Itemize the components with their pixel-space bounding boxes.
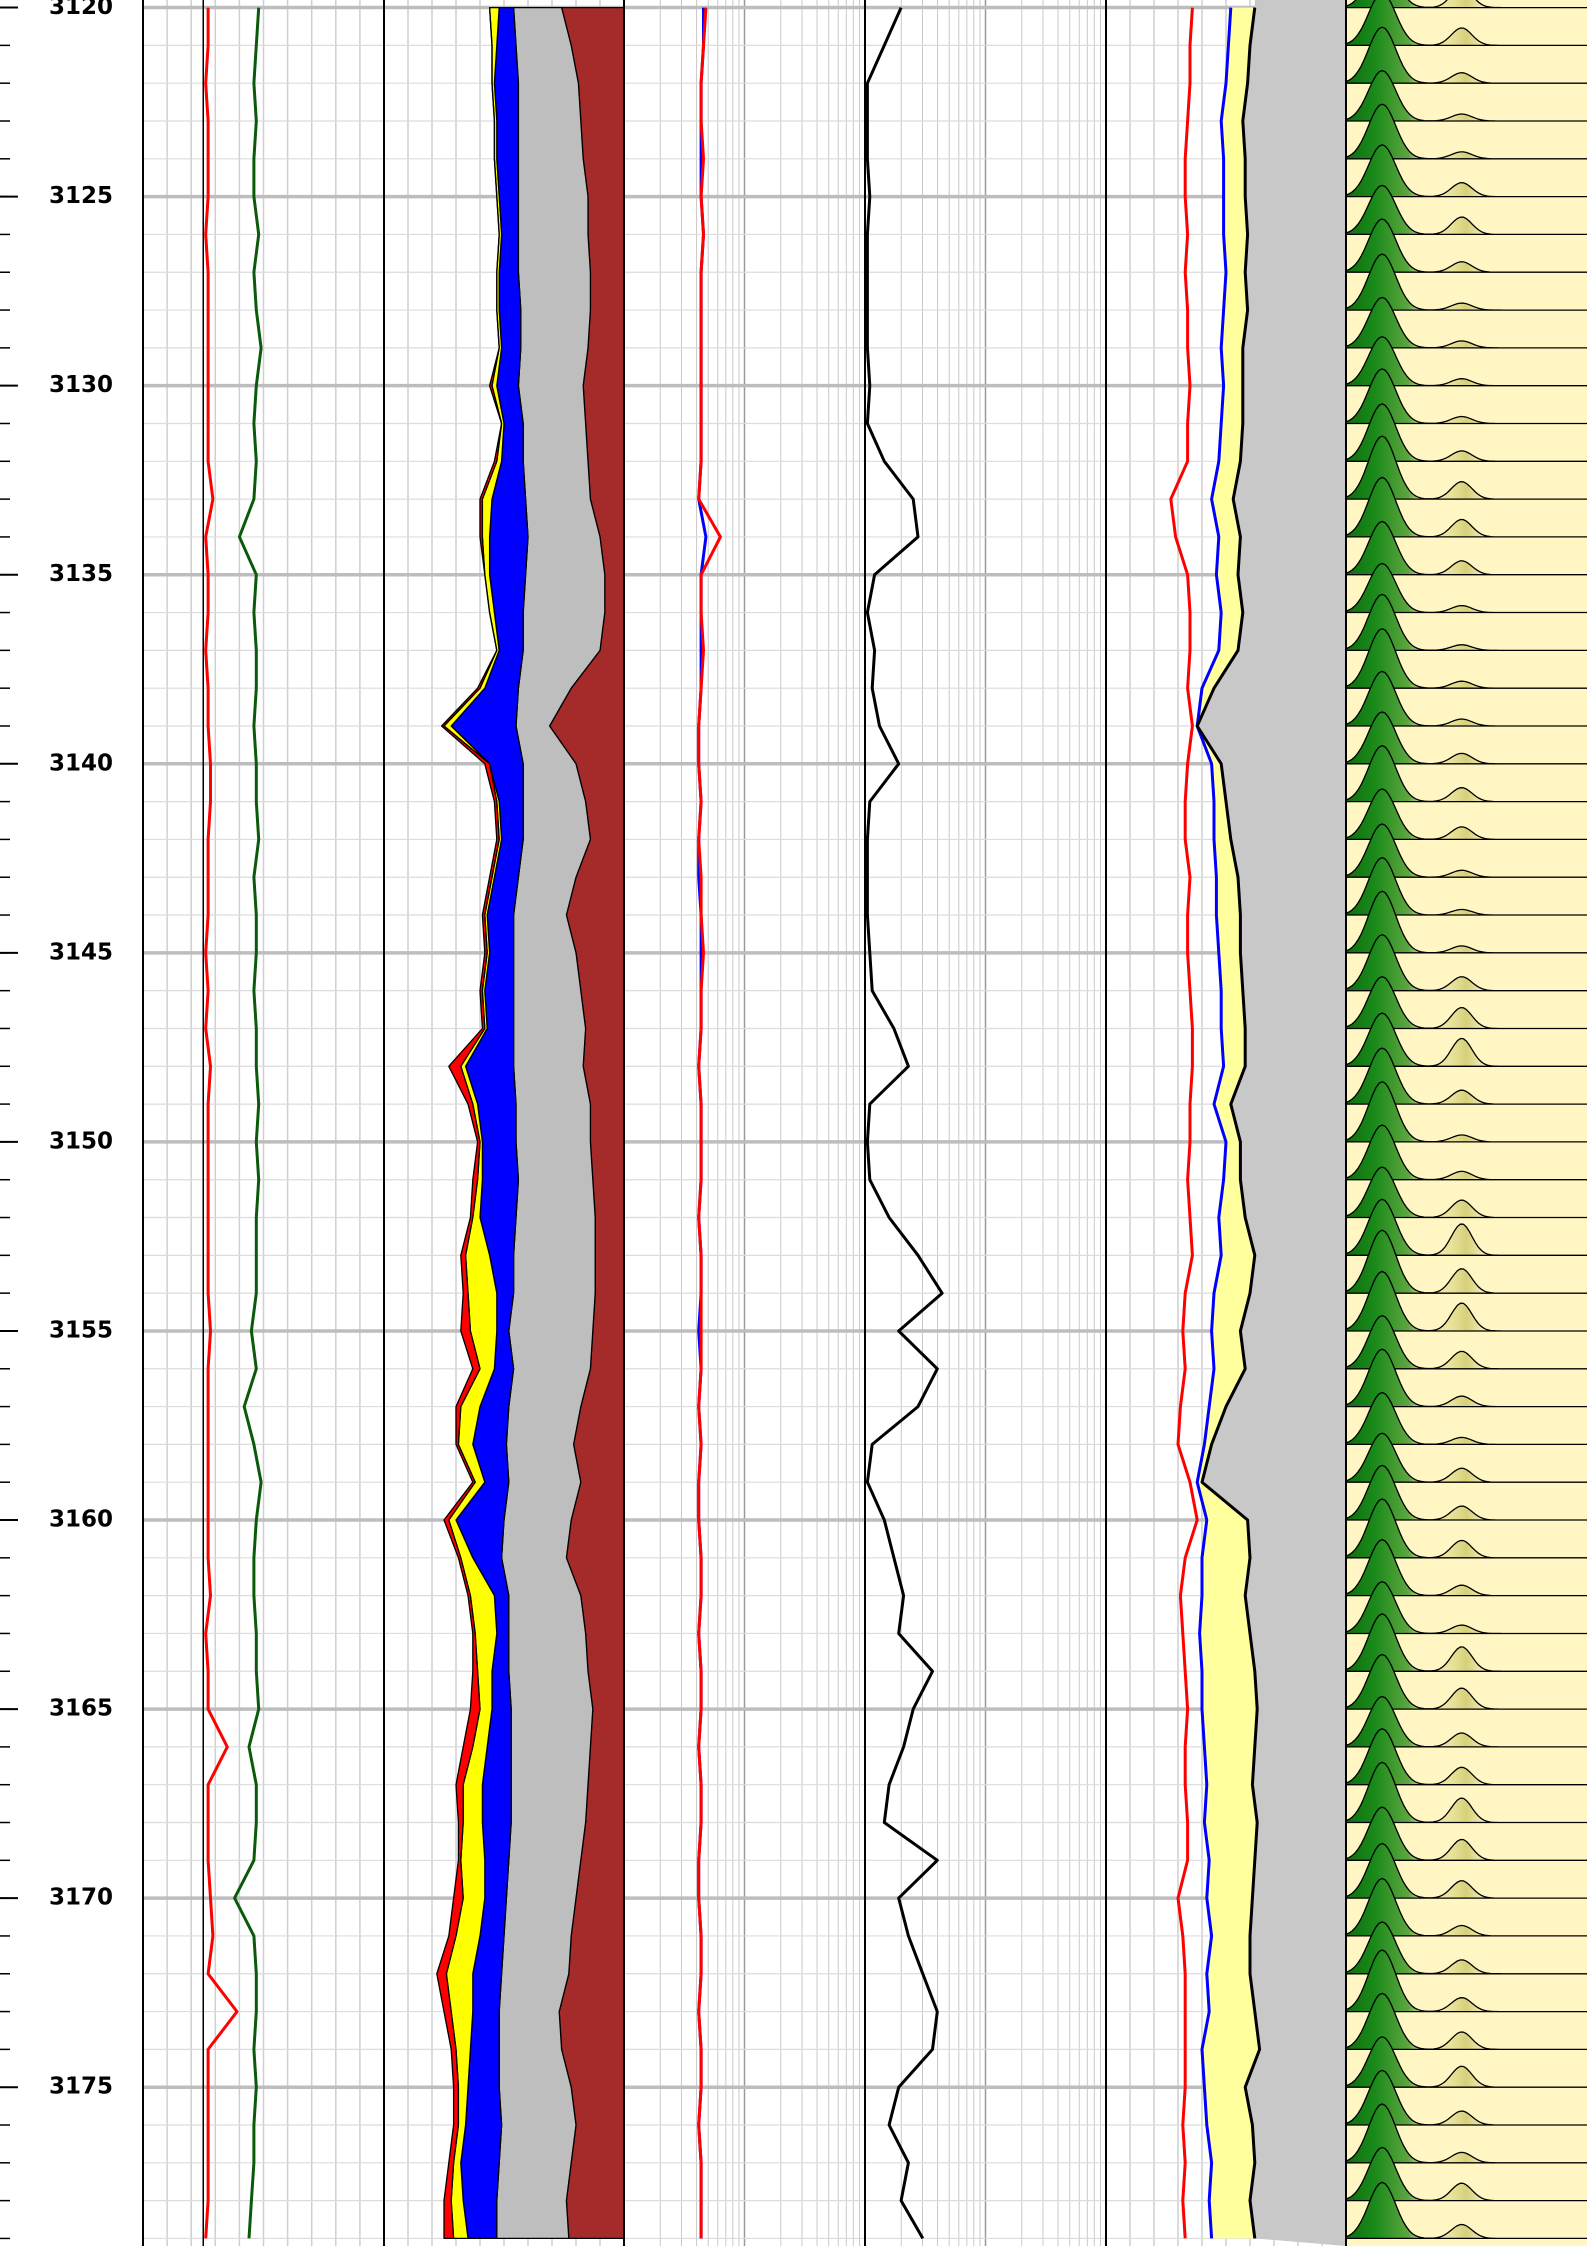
waveform-trace (1345, 1806, 1587, 1861)
waveform-trace (1345, 1348, 1587, 1408)
waveform-trace (1345, 1949, 1587, 2013)
waveform-trace (1345, 823, 1587, 878)
waveform-trace (1345, 627, 1587, 689)
waveform-trace (1345, 1877, 1587, 1937)
waveform-trace (1345, 1761, 1587, 1824)
depth-label: 3175 (49, 2074, 113, 2100)
log-curve (233, 7, 263, 2239)
waveform-trace (1345, 1432, 1587, 1483)
waveform-trace (1345, 69, 1587, 122)
waveform-trace (1345, 520, 1587, 576)
waveform-trace (1345, 1124, 1587, 1181)
depth-label: 3135 (49, 561, 113, 587)
waveform-trace (1345, 976, 1587, 1030)
waveform-trace (1345, 1695, 1587, 1748)
waveform-trace (1345, 1080, 1587, 1143)
waveform-trace (1345, 933, 1587, 992)
right-fill (1197, 0, 1346, 2246)
waveform-trace (1345, 562, 1587, 614)
depth-label: 3165 (49, 1696, 113, 1722)
waveform-trace (1345, 2181, 1587, 2240)
waveform-trace (1345, 103, 1587, 160)
waveform-trace (1345, 253, 1587, 311)
waveform-trace (1345, 435, 1587, 500)
log-curve (1195, 7, 1233, 2239)
waveform-trace (1345, 1391, 1587, 1446)
depth-label: 3120 (49, 0, 113, 20)
waveform-trace (1345, 26, 1587, 84)
between-fill (1197, 7, 1260, 2239)
log-curve (1195, 7, 1262, 2239)
log-curve (204, 7, 239, 2239)
waveform-trace (1345, 1613, 1587, 1672)
waveform-trace (1345, 1229, 1587, 1294)
depth-label: 3145 (49, 939, 113, 965)
depth-label: 3150 (49, 1128, 113, 1154)
waveform-trace (1345, 1198, 1587, 1256)
log-curve (697, 7, 722, 2239)
waveform-trace (1345, 1581, 1587, 1635)
waveform-trace (1345, 296, 1587, 349)
waveform-trace (1345, 1166, 1587, 1219)
waveform-trace (1345, 2069, 1587, 2126)
waveform-trace (1345, 1992, 1587, 2051)
stack-band (436, 6, 503, 2240)
waveform-trace (1345, 0, 1587, 9)
waveform-trace (1345, 1012, 1587, 1067)
log-curve (865, 6, 944, 2240)
waveform-trace (1345, 1653, 1587, 1710)
waveform-trace (1345, 1270, 1587, 1332)
waveform-trace (1345, 788, 1587, 841)
waveform-trace (1345, 711, 1587, 765)
waveform-trace (1345, 1464, 1587, 1521)
waveform-trace (1345, 1727, 1587, 1786)
depth-label: 3125 (49, 183, 113, 209)
waveform-trace (1345, 218, 1587, 273)
waveform-trace (1345, 1538, 1587, 1597)
waveform-trace (1345, 744, 1587, 803)
waveform-trace (1345, 1498, 1587, 1559)
waveform-trace (1345, 856, 1587, 916)
waveform-trace (1345, 368, 1587, 425)
waveform-trace (1345, 593, 1587, 652)
waveform-trace (1345, 476, 1587, 538)
depth-label: 3160 (49, 1507, 113, 1533)
waveform-trace (1345, 184, 1587, 236)
waveform-trace (1345, 0, 1587, 47)
waveform-trace (1345, 2036, 1587, 2088)
waveform-trace (1345, 1842, 1587, 1899)
waveform-trace (1345, 2146, 1587, 2202)
waveform-trace (1345, 2103, 1587, 2164)
depth-label: 3170 (49, 1885, 113, 1911)
depth-label: 3140 (49, 750, 113, 776)
waveform-trace (1345, 1047, 1587, 1105)
waveform-trace (1345, 670, 1587, 727)
waveform-trace (1345, 890, 1587, 954)
waveform-trace (1345, 336, 1587, 387)
depth-label: 3130 (49, 372, 113, 398)
depth-label: 3155 (49, 1317, 113, 1343)
log-curve (1169, 7, 1199, 2239)
waveform-trace (1345, 144, 1587, 198)
waveform-trace (1345, 1314, 1587, 1370)
